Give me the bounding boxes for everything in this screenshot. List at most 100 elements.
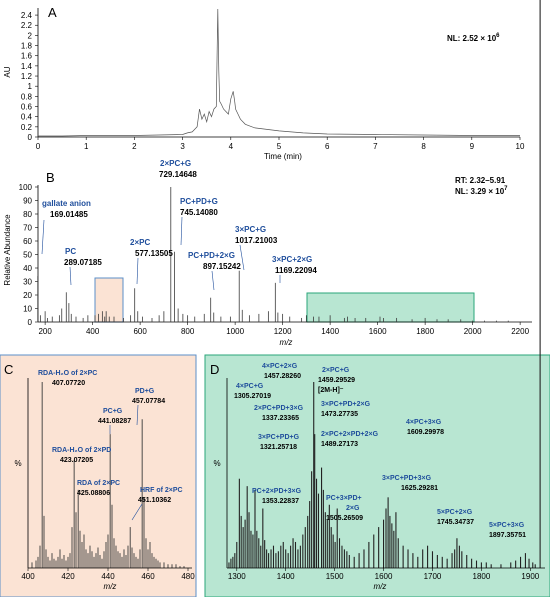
annotation-name: 5×PC+3×G	[489, 522, 525, 529]
y-tick-label: 2.4	[21, 11, 33, 20]
panel-c-annotations: RDA-H₂O of 2×PC 407.07720 PD+G 457.07784…	[38, 370, 183, 521]
panel-b-letter: B	[46, 170, 55, 185]
panel-d-letter: D	[210, 362, 219, 377]
y-tick-label: 2	[28, 31, 33, 40]
annotation-mz: 451.10362	[138, 497, 171, 504]
y-tick-label: 100	[19, 183, 33, 192]
x-tick-label: 1200	[274, 327, 292, 336]
annotation-mz: 1017.21003	[235, 236, 278, 245]
panel-c-letter: C	[4, 362, 13, 377]
x-tick-label: 1500	[326, 572, 344, 581]
x-tick-label: 1600	[375, 572, 393, 581]
panel-d-xlabel: m/z	[374, 582, 387, 591]
y-tick-label: 20	[23, 291, 32, 300]
annotation-mz: 1897.35751	[489, 532, 526, 539]
x-tick-label: 400	[86, 327, 100, 336]
x-tick-label: 420	[61, 572, 75, 581]
y-tick-label: 2.2	[21, 21, 33, 30]
x-tick-label: 0	[36, 142, 41, 151]
x-tick-label: 200	[38, 327, 52, 336]
annotation-mz: 1321.25718	[260, 444, 297, 451]
annotation-mz: 407.07720	[52, 380, 85, 387]
x-tick-label: 8	[421, 142, 426, 151]
x-tick-label: 9	[470, 142, 475, 151]
annotation-mz: 425.08806	[77, 490, 110, 497]
panel-d-ylabel: %	[213, 459, 220, 468]
annotation-name: 2×PC+PD+3×G	[254, 405, 304, 412]
panel-c-ylabel: %	[14, 459, 21, 468]
annotation-mz: 1473.27735	[321, 411, 358, 418]
x-tick-label: 5	[277, 142, 282, 151]
annotation-name: PC+2×PD+3×G	[252, 488, 302, 495]
panel-d-annotations: 4×PC+2×G 1457.28260 2×PC+G 1459.29529 [2…	[234, 363, 526, 539]
panel-b-annotations: gallate anion 169.01485 PC 289.07185 2×P…	[41, 159, 317, 291]
annotation-mz: 1489.27173	[321, 441, 358, 448]
annotation-name: 3×PC+PD+2×G	[321, 401, 371, 408]
annotation-name: 2×PC	[130, 238, 150, 247]
annotation-mz: 729.14648	[159, 170, 197, 179]
annotation-mz: 1609.29978	[407, 429, 444, 436]
panel-b-ylabel: Relative Abundance	[3, 214, 12, 286]
panel-b-rt: RT: 2.32–5.91	[455, 176, 506, 185]
x-tick-label: 400	[21, 572, 35, 581]
panel-d: D 1300 1400 1500 1600 1700 1800 1900 % m/z 4×P…	[204, 0, 550, 597]
annotation-name: 3×PC+PD+3×G	[382, 475, 432, 482]
annotation-name: RDA-H₂O of 2×PD	[52, 447, 111, 454]
annotation-mz: 577.13505	[135, 249, 173, 258]
annotation-name: PC+PD+2×G	[188, 251, 235, 260]
annotation-mz: 1305.27019	[234, 393, 271, 400]
panel-b-highlight-d	[306, 292, 475, 323]
annotation-name: PC+PD+G	[180, 197, 218, 206]
y-tick-label: 0.4	[21, 113, 33, 122]
x-tick-label: 1300	[228, 572, 246, 581]
y-tick-label: 0	[28, 318, 33, 327]
x-tick-label: 7	[373, 142, 378, 151]
y-tick-label: 60	[23, 237, 32, 246]
annotation-mz: 745.14080	[180, 208, 218, 217]
annotation-name: PD+G	[135, 388, 155, 395]
annotation-mz: 169.01485	[50, 210, 88, 219]
annotation-name: 4×PC+2×G	[262, 363, 298, 370]
panel-a-letter: A	[48, 5, 57, 20]
y-tick-label: 50	[23, 251, 32, 260]
annotation-ion: [2M-H]⁻	[318, 387, 344, 394]
annotation-name: 4×PC+G	[236, 383, 264, 390]
x-tick-label: 440	[101, 572, 115, 581]
annotation-name: 4×PC+3×G	[406, 419, 442, 426]
x-tick-label: 1400	[277, 572, 295, 581]
x-tick-label: 2	[132, 142, 137, 151]
annotation-mz: 289.07185	[64, 258, 102, 267]
y-tick-label: 1	[28, 82, 33, 91]
x-tick-label: 1800	[416, 327, 434, 336]
annotation-name: PC+G	[103, 408, 123, 415]
y-tick-label: 1.2	[21, 72, 33, 81]
annotation-mz: 423.07205	[60, 457, 93, 464]
annotation-mz: 1457.28260	[264, 373, 301, 380]
annotation-mz: 1745.34737	[437, 519, 474, 526]
annotation-name: RDA-H₂O of 2×PC	[38, 370, 97, 377]
panel-a-xlabel: Time (min)	[264, 152, 302, 161]
y-tick-label: 1.6	[21, 52, 33, 61]
x-tick-label: 2000	[464, 327, 482, 336]
x-tick-label: 1600	[369, 327, 387, 336]
panel-b-xlabel: m/z	[280, 338, 293, 347]
panel-c: C 400 420 440 460 480 % m/z RDA-H₂O of 2×PC …	[0, 354, 197, 597]
y-tick-label: 1.8	[21, 42, 33, 51]
panel-b-highlight-c	[94, 277, 124, 323]
panel-a: A NL: 2.52 × 106 00.20.40.60.811.21.41.6…	[3, 5, 525, 161]
x-tick-label: 3	[180, 142, 185, 151]
panel-c-xlabel: m/z	[104, 582, 117, 591]
y-tick-label: 0.6	[21, 103, 33, 112]
x-tick-label: 460	[141, 572, 155, 581]
annotation-name: gallate anion	[42, 199, 91, 208]
x-tick-label: 6	[325, 142, 330, 151]
annotation-name: RDA of 2×PC	[77, 480, 120, 487]
annotation-mz: 1337.23365	[262, 415, 299, 422]
annotation-name: 2×PC+2×PD+2×G	[321, 431, 379, 438]
panel-a-chromatogram-line	[38, 8, 520, 137]
y-tick-label: 0.8	[21, 92, 33, 101]
annotation-mz: 897.15242	[203, 262, 241, 271]
annotation-name: 3×PC+2×G	[272, 255, 312, 264]
annotation-name: PC	[65, 247, 76, 256]
y-tick-label: 1.4	[21, 62, 33, 71]
